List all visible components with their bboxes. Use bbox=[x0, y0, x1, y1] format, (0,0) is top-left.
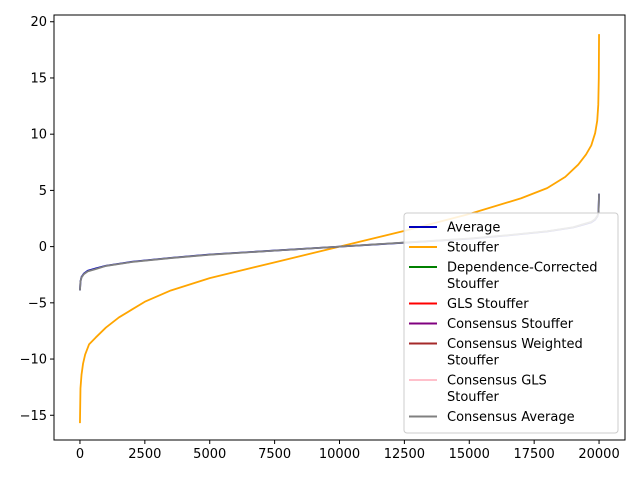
y-tick-label: 10 bbox=[30, 128, 47, 143]
x-tick-label: 12500 bbox=[384, 447, 425, 462]
legend-label: Consensus GLS bbox=[447, 374, 547, 389]
x-axis: 0 2500 5000 7500 10000 12500 15000 17500 20000 bbox=[76, 440, 620, 462]
legend-label: Stouffer bbox=[447, 277, 499, 292]
legend: AverageStoufferDependence-CorrectedStouf… bbox=[403, 212, 619, 434]
legend-label: GLS Stouffer bbox=[447, 297, 529, 312]
x-tick-label: 10000 bbox=[319, 447, 360, 462]
x-tick-label: 17500 bbox=[513, 447, 554, 462]
y-tick-label: 5 bbox=[39, 184, 47, 199]
x-tick-label: 20000 bbox=[578, 447, 619, 462]
legend-label: Stouffer bbox=[447, 241, 499, 256]
y-tick-label: −15 bbox=[20, 409, 47, 424]
legend-label: Consensus Average bbox=[447, 410, 575, 425]
legend-box bbox=[403, 212, 619, 434]
legend-label: Consensus Weighted bbox=[447, 337, 583, 352]
legend-label: Average bbox=[447, 221, 500, 236]
x-tick-label: 0 bbox=[76, 447, 84, 462]
y-axis: −15 −10 −5 0 5 10 15 20 bbox=[20, 15, 54, 424]
legend-label: Stouffer bbox=[447, 390, 499, 405]
y-tick-label: 15 bbox=[30, 71, 47, 86]
series-line-stouffer bbox=[79, 34, 600, 424]
x-tick-label: 15000 bbox=[449, 447, 490, 462]
x-tick-label: 7500 bbox=[258, 447, 291, 462]
y-tick-label: 0 bbox=[39, 240, 47, 255]
x-tick-label: 2500 bbox=[128, 447, 161, 462]
legend-label: Stouffer bbox=[447, 354, 499, 369]
legend-label: Dependence-Corrected bbox=[447, 261, 598, 276]
legend-label: Consensus Stouffer bbox=[447, 317, 574, 332]
x-tick-label: 5000 bbox=[193, 447, 226, 462]
y-tick-label: −5 bbox=[28, 296, 47, 311]
y-tick-label: −10 bbox=[20, 353, 47, 368]
y-tick-label: 20 bbox=[30, 15, 47, 30]
